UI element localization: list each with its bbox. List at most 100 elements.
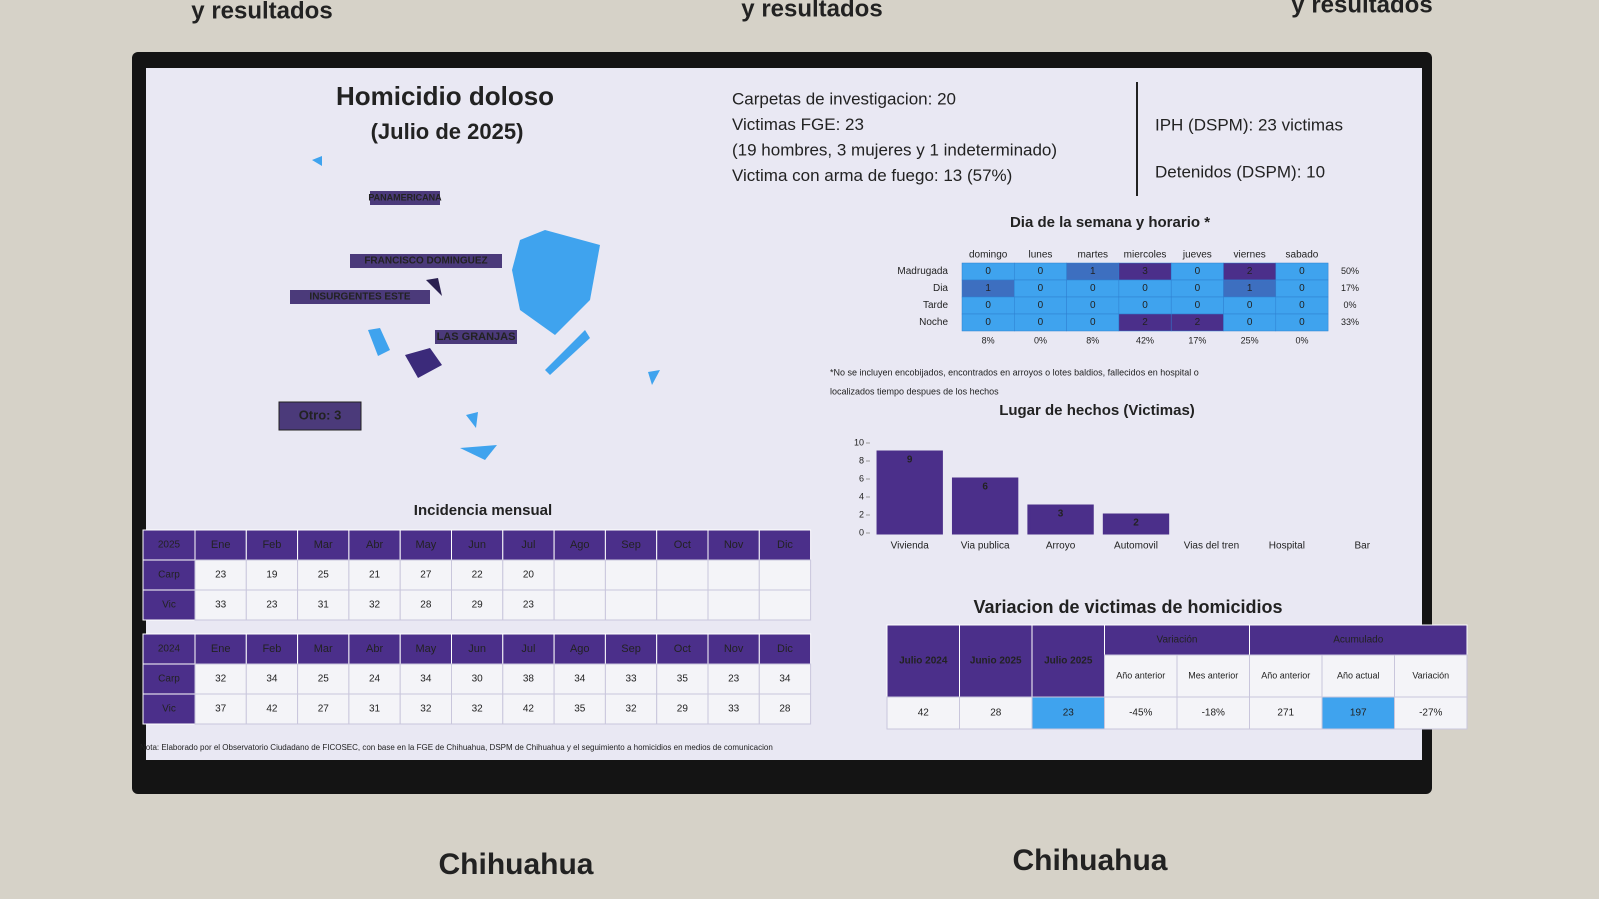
- table-cell: [399, 589, 453, 621]
- x-tick-label: Automovil: [1114, 541, 1158, 552]
- stat: Victima con arma de fuego: 13 (57%): [732, 166, 1012, 185]
- table-cell: [399, 663, 453, 695]
- variation-cell: [959, 696, 1033, 730]
- map-area: [648, 370, 660, 385]
- wall-banner: y resultados: [741, 0, 882, 22]
- table-month: Jun: [468, 539, 486, 551]
- heatmap-value: 0: [985, 300, 991, 311]
- map-label: LAS GRANJAS: [437, 331, 516, 343]
- table-value: 33: [215, 600, 227, 611]
- variation-group-name: Variación: [1157, 635, 1198, 646]
- table-month: May: [415, 643, 436, 655]
- table-value: 38: [523, 674, 535, 685]
- table-cell: [502, 589, 555, 621]
- variation-group-name: Acumulado: [1333, 635, 1383, 646]
- heatmap-day: miercoles: [1124, 250, 1167, 261]
- wall-banner: Chihuahua: [1013, 844, 1168, 877]
- table-header-cell: [142, 529, 196, 561]
- heatmap-value: 2: [1142, 317, 1148, 328]
- y-tick-label: 4: [859, 491, 864, 501]
- variation-cell: [1031, 696, 1105, 730]
- heatmap-value: 2: [1247, 266, 1253, 277]
- map-area: [368, 328, 390, 356]
- heatmap-note: *No se incluyen encobijados, encontrados…: [830, 367, 1199, 377]
- variation-header: [886, 624, 960, 698]
- table-cell: [194, 693, 247, 725]
- stat: IPH (DSPM): 23 victimas: [1155, 115, 1343, 134]
- table-row-header: [142, 663, 196, 695]
- table-header-cell: [707, 529, 760, 561]
- table-year: 2024: [158, 644, 181, 655]
- table-month: Ago: [570, 643, 590, 655]
- table-value: 31: [318, 600, 330, 611]
- table-value: 35: [677, 674, 689, 685]
- heatmap-value: 1: [1247, 283, 1253, 294]
- heatmap-value: 0: [1299, 283, 1305, 294]
- table-value: 25: [318, 570, 330, 581]
- heatmap-value: 0: [1195, 266, 1201, 277]
- table-value: 33: [728, 704, 740, 715]
- bar: [1027, 504, 1094, 535]
- map-label-box: [350, 254, 502, 268]
- table-value: 29: [677, 704, 689, 715]
- variation-title: Variacion de victimas de homicidios: [973, 597, 1282, 617]
- heatmap-col-pct: 0%: [1295, 335, 1308, 345]
- table-cell: [297, 663, 350, 695]
- heatmap-row-pct: 33%: [1341, 317, 1359, 327]
- table-cell: [758, 559, 812, 591]
- variation-col: Variación: [1412, 670, 1449, 680]
- bar-value: 9: [907, 455, 913, 466]
- map-label-box: [435, 330, 517, 344]
- table-row-header: [142, 693, 196, 725]
- table-month: Ago: [570, 539, 590, 551]
- x-tick-label: Vias del tren: [1184, 541, 1239, 552]
- wall-banner: y resultados: [1291, 0, 1432, 18]
- x-tick-label: Arroyo: [1046, 541, 1076, 552]
- table-header-cell: [604, 529, 658, 561]
- table-cell: [245, 559, 299, 591]
- table-value: 35: [574, 704, 586, 715]
- table-value: 34: [779, 674, 791, 685]
- table-month: Dic: [777, 539, 793, 551]
- variation-value: -27%: [1419, 708, 1442, 719]
- variation-col: Año anterior: [1116, 670, 1165, 680]
- x-tick-label: Hospital: [1269, 541, 1305, 552]
- table-header-cell: [245, 529, 299, 561]
- monthly-title: Incidencia mensual: [414, 502, 552, 519]
- table-month: Feb: [262, 643, 281, 655]
- table-value: 19: [266, 570, 278, 581]
- map-label: PANAMERICANA: [368, 192, 442, 202]
- variation-subheader: [1104, 654, 1178, 698]
- x-tick-label: Bar: [1355, 541, 1371, 552]
- table-row-label: Carp: [158, 570, 180, 581]
- table-month: Feb: [262, 539, 281, 551]
- variation-col: Mes anterior: [1188, 670, 1238, 680]
- table-cell: [348, 559, 401, 591]
- table-value: 23: [523, 600, 535, 611]
- table-value: 32: [369, 600, 381, 611]
- variation-col: Año actual: [1337, 670, 1380, 680]
- heatmap-col-pct: 17%: [1188, 335, 1206, 345]
- subtitle: (Julio de 2025): [371, 119, 524, 144]
- table-header-cell: [399, 529, 453, 561]
- table-cell: [502, 559, 555, 591]
- map-other-box: [278, 401, 362, 431]
- table-month: Mar: [314, 643, 333, 655]
- heatmap-col-pct: 42%: [1136, 335, 1154, 345]
- heatmap-note: localizados tiempo despues de los hechos: [830, 386, 999, 396]
- table-value: 23: [215, 570, 227, 581]
- y-tick-label: 6: [859, 473, 864, 483]
- table-month: Jun: [468, 643, 486, 655]
- table-cell: [553, 663, 606, 695]
- table-cell: [553, 589, 606, 621]
- variation-cell: [886, 696, 960, 730]
- table-cell: [707, 559, 760, 591]
- variation-subheader: [1394, 654, 1468, 698]
- map-area: [312, 156, 322, 166]
- table-month: May: [415, 539, 436, 551]
- heatmap-value: 0: [1299, 300, 1305, 311]
- table-cell: [656, 693, 709, 725]
- variation-value: -18%: [1202, 708, 1225, 719]
- heatmap-period: Madrugada: [897, 266, 948, 277]
